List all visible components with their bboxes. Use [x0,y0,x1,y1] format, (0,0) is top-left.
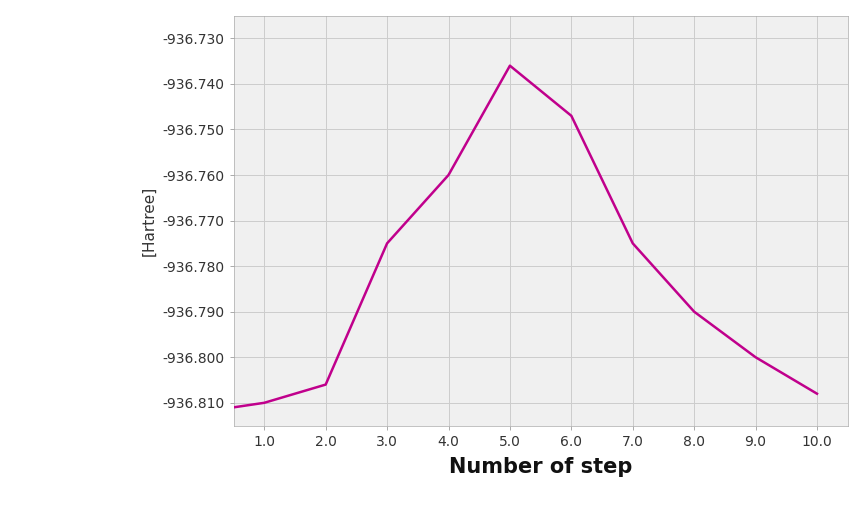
X-axis label: Number of step: Number of step [449,457,632,477]
Y-axis label: [Hartree]: [Hartree] [142,185,157,256]
